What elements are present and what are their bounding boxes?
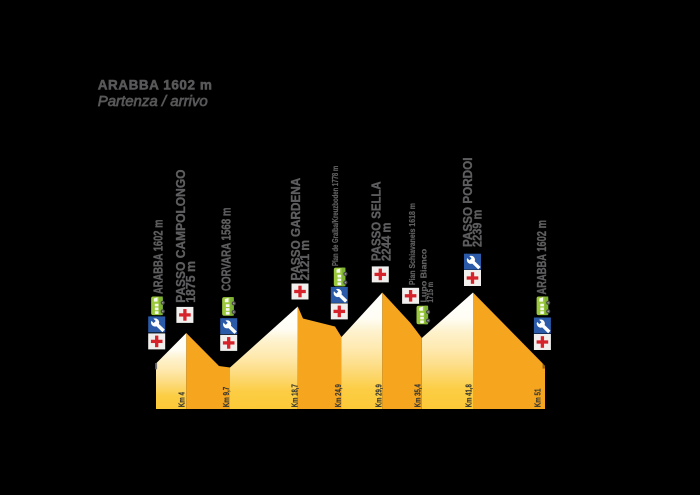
svg-text:ARABBA 1602 m: ARABBA 1602 m — [152, 220, 166, 294]
svg-text:Km 41,8: Km 41,8 — [466, 384, 474, 407]
svg-text:Partenza / arrivo: Partenza / arrivo — [98, 93, 208, 110]
svg-text:2244 m: 2244 m — [379, 222, 394, 261]
svg-text:Km 35,4: Km 35,4 — [415, 384, 423, 407]
svg-text:ARABBA 1602 m: ARABBA 1602 m — [536, 220, 550, 294]
svg-text:Lupo Bianco: Lupo Bianco — [419, 249, 428, 303]
svg-text:ARABBA 1602 m: ARABBA 1602 m — [98, 78, 213, 93]
svg-text:Pian Schiavaneis 1618 m: Pian Schiavaneis 1618 m — [408, 203, 418, 285]
svg-text:2121 m: 2121 m — [298, 240, 313, 281]
svg-text:Km 29,9: Km 29,9 — [376, 384, 384, 407]
svg-text:Km 18,7: Km 18,7 — [292, 384, 300, 407]
svg-text:1715 m: 1715 m — [426, 282, 435, 302]
svg-text:Plan de Gralba/Kreuzboden 1778: Plan de Gralba/Kreuzboden 1778 m — [333, 166, 341, 266]
svg-text:PASSO CAMPOLONGO: PASSO CAMPOLONGO — [174, 169, 189, 303]
svg-text:PASSO GARDENA: PASSO GARDENA — [288, 178, 303, 281]
svg-text:Km 51: Km 51 — [534, 389, 543, 408]
svg-text:1875 m: 1875 m — [184, 261, 198, 303]
svg-text:2239 m: 2239 m — [470, 210, 485, 247]
svg-text:PASSO PORDOI: PASSO PORDOI — [460, 158, 475, 247]
svg-text:CORVARA 1568 m: CORVARA 1568 m — [220, 207, 234, 291]
svg-text:Km 4: Km 4 — [178, 392, 187, 407]
svg-text:Km 24,9: Km 24,9 — [335, 384, 343, 407]
svg-text:Km 9,7: Km 9,7 — [222, 387, 231, 407]
svg-text:PASSO SELLA: PASSO SELLA — [369, 181, 384, 261]
